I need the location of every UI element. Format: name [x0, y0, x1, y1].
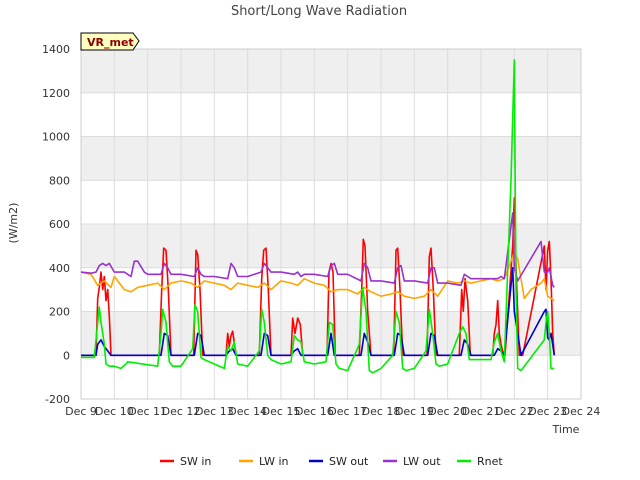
- legend: SW in LW in SW out LW out Rnet: [160, 455, 503, 468]
- plot-border: [80, 48, 582, 400]
- y-tick-label: 1200: [42, 87, 70, 100]
- x-tick-label: Dec 24: [562, 405, 601, 418]
- y-axis-label: (W/m2): [7, 203, 20, 244]
- y-tick-label: 400: [49, 262, 70, 275]
- x-tick-label: Dec 14: [228, 405, 267, 418]
- x-tick-label: Dec 16: [295, 405, 334, 418]
- y-tick-labels: -200 0 200 400 600 800 1000 1200 1400: [42, 43, 70, 406]
- station-tag: VR_met: [80, 32, 140, 51]
- y-tick-label: -200: [45, 393, 70, 406]
- x-tick-label: Dec 22: [495, 405, 534, 418]
- x-tick-label: Dec 18: [362, 405, 401, 418]
- series-line-lw-out: [80, 212, 555, 288]
- x-tick-label: Dec 10: [95, 405, 134, 418]
- plot-band: [81, 136, 581, 181]
- station-tag-box: [80, 32, 140, 51]
- y-tick-label: 1000: [42, 131, 70, 144]
- x-tick-label: Dec 20: [428, 405, 467, 418]
- plot-band: [81, 224, 581, 268]
- series-lines: [80, 59, 556, 374]
- x-tick-label: Dec 9: [65, 405, 97, 418]
- y-tick-label: 200: [49, 306, 70, 319]
- y-tick-label: 0: [63, 349, 70, 362]
- x-tick-label: Dec 19: [395, 405, 434, 418]
- y-tick-label: 1400: [42, 43, 70, 56]
- y-tick-label: 800: [49, 174, 70, 187]
- grid: [80, 48, 582, 400]
- plot-band: [81, 49, 581, 93]
- x-tick-label: Dec 17: [328, 405, 367, 418]
- legend-label: SW in: [180, 455, 211, 468]
- x-tick-label: Dec 11: [128, 405, 167, 418]
- legend-label: SW out: [329, 455, 369, 468]
- x-tick-label: Dec 12: [162, 405, 201, 418]
- series-line-lw-in: [80, 251, 555, 302]
- series-line-sw-in: [81, 197, 556, 357]
- x-tick-label: Dec 15: [262, 405, 301, 418]
- x-tick-label: Dec 21: [462, 405, 501, 418]
- series-line-rnet: [81, 59, 555, 374]
- y-tick-label: 600: [49, 218, 70, 231]
- x-tick-label: Dec 23: [528, 405, 567, 418]
- chart-title: Short/Long Wave Radiation: [231, 4, 407, 19]
- legend-label: LW out: [403, 455, 441, 468]
- station-tag-label: VR_met: [87, 36, 134, 49]
- legend-label: LW in: [259, 455, 289, 468]
- x-axis-label: Time: [552, 423, 580, 436]
- x-tick-label: Dec 13: [195, 405, 234, 418]
- legend-label: Rnet: [477, 455, 503, 468]
